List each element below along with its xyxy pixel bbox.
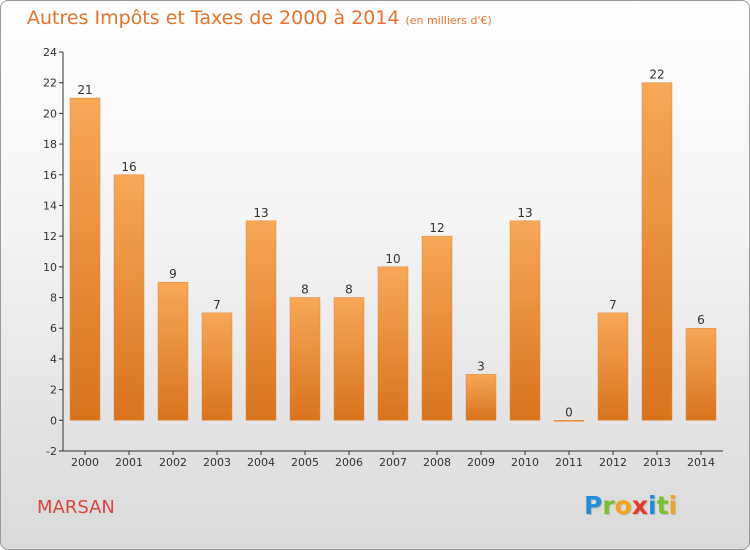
- logo-letter: r: [602, 491, 615, 520]
- bar: [69, 97, 101, 421]
- logo-letter: o: [614, 491, 632, 520]
- y-tick-label: 18: [43, 138, 57, 151]
- y-tick-label: 20: [43, 107, 57, 120]
- town-name: MARSAN: [37, 497, 115, 518]
- x-tick-label: 2010: [511, 456, 539, 469]
- bar: [333, 297, 365, 421]
- y-tick-label: 14: [43, 199, 57, 212]
- bar: [245, 220, 277, 421]
- bar: [465, 374, 497, 421]
- bar: [509, 220, 541, 421]
- bar: [553, 420, 585, 422]
- y-tick-label: 10: [43, 261, 57, 274]
- bar-value-label: 12: [429, 221, 444, 235]
- bar-value-label: 16: [121, 160, 136, 174]
- bar: [641, 82, 673, 421]
- x-tick-label: 2011: [555, 456, 583, 469]
- bar-value-label: 13: [253, 206, 268, 220]
- bar-value-label: 0: [565, 405, 573, 419]
- bar: [685, 327, 717, 421]
- bar-value-label: 21: [77, 83, 92, 97]
- x-tick-label: 2000: [71, 456, 99, 469]
- bar-value-label: 7: [213, 298, 221, 312]
- y-tick-label: 24: [43, 46, 57, 59]
- bar: [201, 312, 233, 421]
- x-tick-label: 2005: [291, 456, 319, 469]
- bar: [289, 297, 321, 421]
- x-tick-label: 2009: [467, 456, 495, 469]
- x-tick-label: 2014: [687, 456, 715, 469]
- bar-value-label: 3: [477, 359, 485, 373]
- chart-subtitle: (en milliers d'€): [405, 14, 492, 27]
- x-tick-label: 2006: [335, 456, 363, 469]
- y-tick-label: 8: [50, 292, 57, 305]
- logo-letter: t: [656, 491, 669, 520]
- x-tick-label: 2003: [203, 456, 231, 469]
- x-tick-label: 2012: [599, 456, 627, 469]
- bar-value-label: 13: [517, 206, 532, 220]
- x-tick-label: 2004: [247, 456, 275, 469]
- bar-value-label: 6: [697, 313, 705, 327]
- x-tick-label: 2013: [643, 456, 671, 469]
- logo-letter: i: [648, 491, 657, 520]
- bar-value-label: 8: [301, 283, 309, 297]
- bar-value-label: 7: [609, 298, 617, 312]
- chart-title: Autres Impôts et Taxes de 2000 à 2014 (en…: [27, 7, 492, 29]
- x-tick-label: 2008: [423, 456, 451, 469]
- y-tick-label: 2: [50, 384, 57, 397]
- bar: [377, 266, 409, 421]
- bar: [421, 235, 453, 421]
- bar-value-label: 10: [385, 252, 400, 266]
- logo-letter: i: [668, 491, 678, 520]
- y-tick-label: 16: [43, 169, 57, 182]
- bar: [157, 281, 189, 421]
- y-tick-label: 22: [43, 77, 57, 90]
- x-tick-label: 2007: [379, 456, 407, 469]
- y-tick-label: 0: [50, 414, 57, 427]
- y-tick-label: 4: [50, 353, 57, 366]
- y-tick-label: 6: [50, 322, 57, 335]
- bar-value-label: 22: [649, 68, 664, 82]
- proxiti-logo: Proxiti: [584, 491, 677, 520]
- logo-letter: P: [584, 491, 603, 520]
- bar-value-label: 9: [169, 267, 177, 281]
- y-tick-label: -2: [46, 445, 57, 458]
- logo-letter: x: [631, 491, 648, 520]
- bar: [113, 174, 145, 421]
- bar-value-label: 8: [345, 283, 353, 297]
- chart-title-text: Autres Impôts et Taxes de 2000 à 2014: [27, 7, 400, 29]
- bar: [597, 312, 629, 421]
- x-tick-label: 2002: [159, 456, 187, 469]
- y-tick-label: 12: [43, 230, 57, 243]
- x-tick-label: 2001: [115, 456, 143, 469]
